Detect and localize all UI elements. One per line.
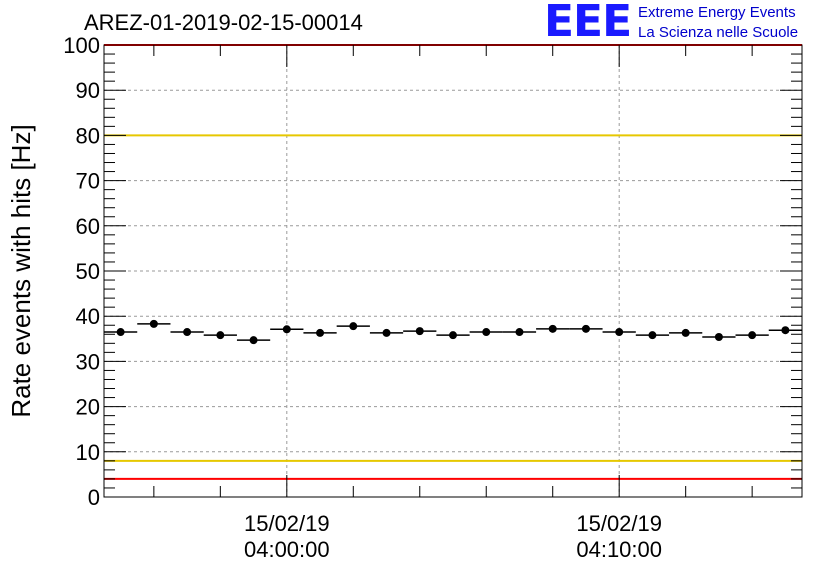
chart-title: AREZ-01-2019-02-15-00014	[84, 10, 363, 35]
y-tick-label: 70	[76, 169, 100, 194]
data-point	[382, 328, 391, 337]
y-tick-label: 60	[76, 214, 100, 239]
y-tick-label: 30	[76, 349, 100, 374]
eee-logo-mark: EEE	[544, 0, 632, 47]
data-point	[748, 331, 757, 340]
data-point	[482, 328, 491, 337]
y-tick-label: 100	[63, 33, 100, 58]
y-tick-label: 40	[76, 304, 100, 329]
data-point	[548, 324, 557, 333]
data-point	[116, 328, 125, 337]
y-tick-label: 20	[76, 395, 100, 420]
data-point	[183, 328, 192, 337]
y-tick-label: 90	[76, 78, 100, 103]
x-tick-label-time: 04:10:00	[576, 537, 662, 562]
data-point	[681, 328, 690, 337]
data-point	[615, 328, 624, 337]
logo-text-line1: Extreme Energy Events	[638, 4, 796, 21]
data-point	[415, 327, 424, 336]
y-tick-label: 80	[76, 123, 100, 148]
data-point	[714, 332, 723, 341]
data-point	[282, 325, 291, 334]
x-tick-label-date: 15/02/19	[576, 511, 662, 536]
data-point	[648, 331, 657, 340]
y-tick-label: 0	[88, 485, 100, 510]
data-point	[149, 319, 158, 328]
data-point	[349, 322, 358, 331]
data-point	[216, 331, 225, 340]
data-point	[249, 336, 258, 345]
y-tick-label: 50	[76, 259, 100, 284]
data-point	[449, 331, 457, 340]
y-axis-label: Rate events with hits [Hz]	[6, 124, 36, 417]
data-point	[515, 328, 524, 337]
x-tick-label-time: 04:00:00	[244, 537, 330, 562]
data-point	[316, 328, 325, 337]
logo-text-line2: La Scienza nelle Scuole	[638, 24, 799, 41]
y-tick-label: 10	[76, 440, 100, 465]
data-point	[581, 324, 590, 333]
data-point	[781, 326, 790, 335]
x-tick-label-date: 15/02/19	[244, 511, 330, 536]
